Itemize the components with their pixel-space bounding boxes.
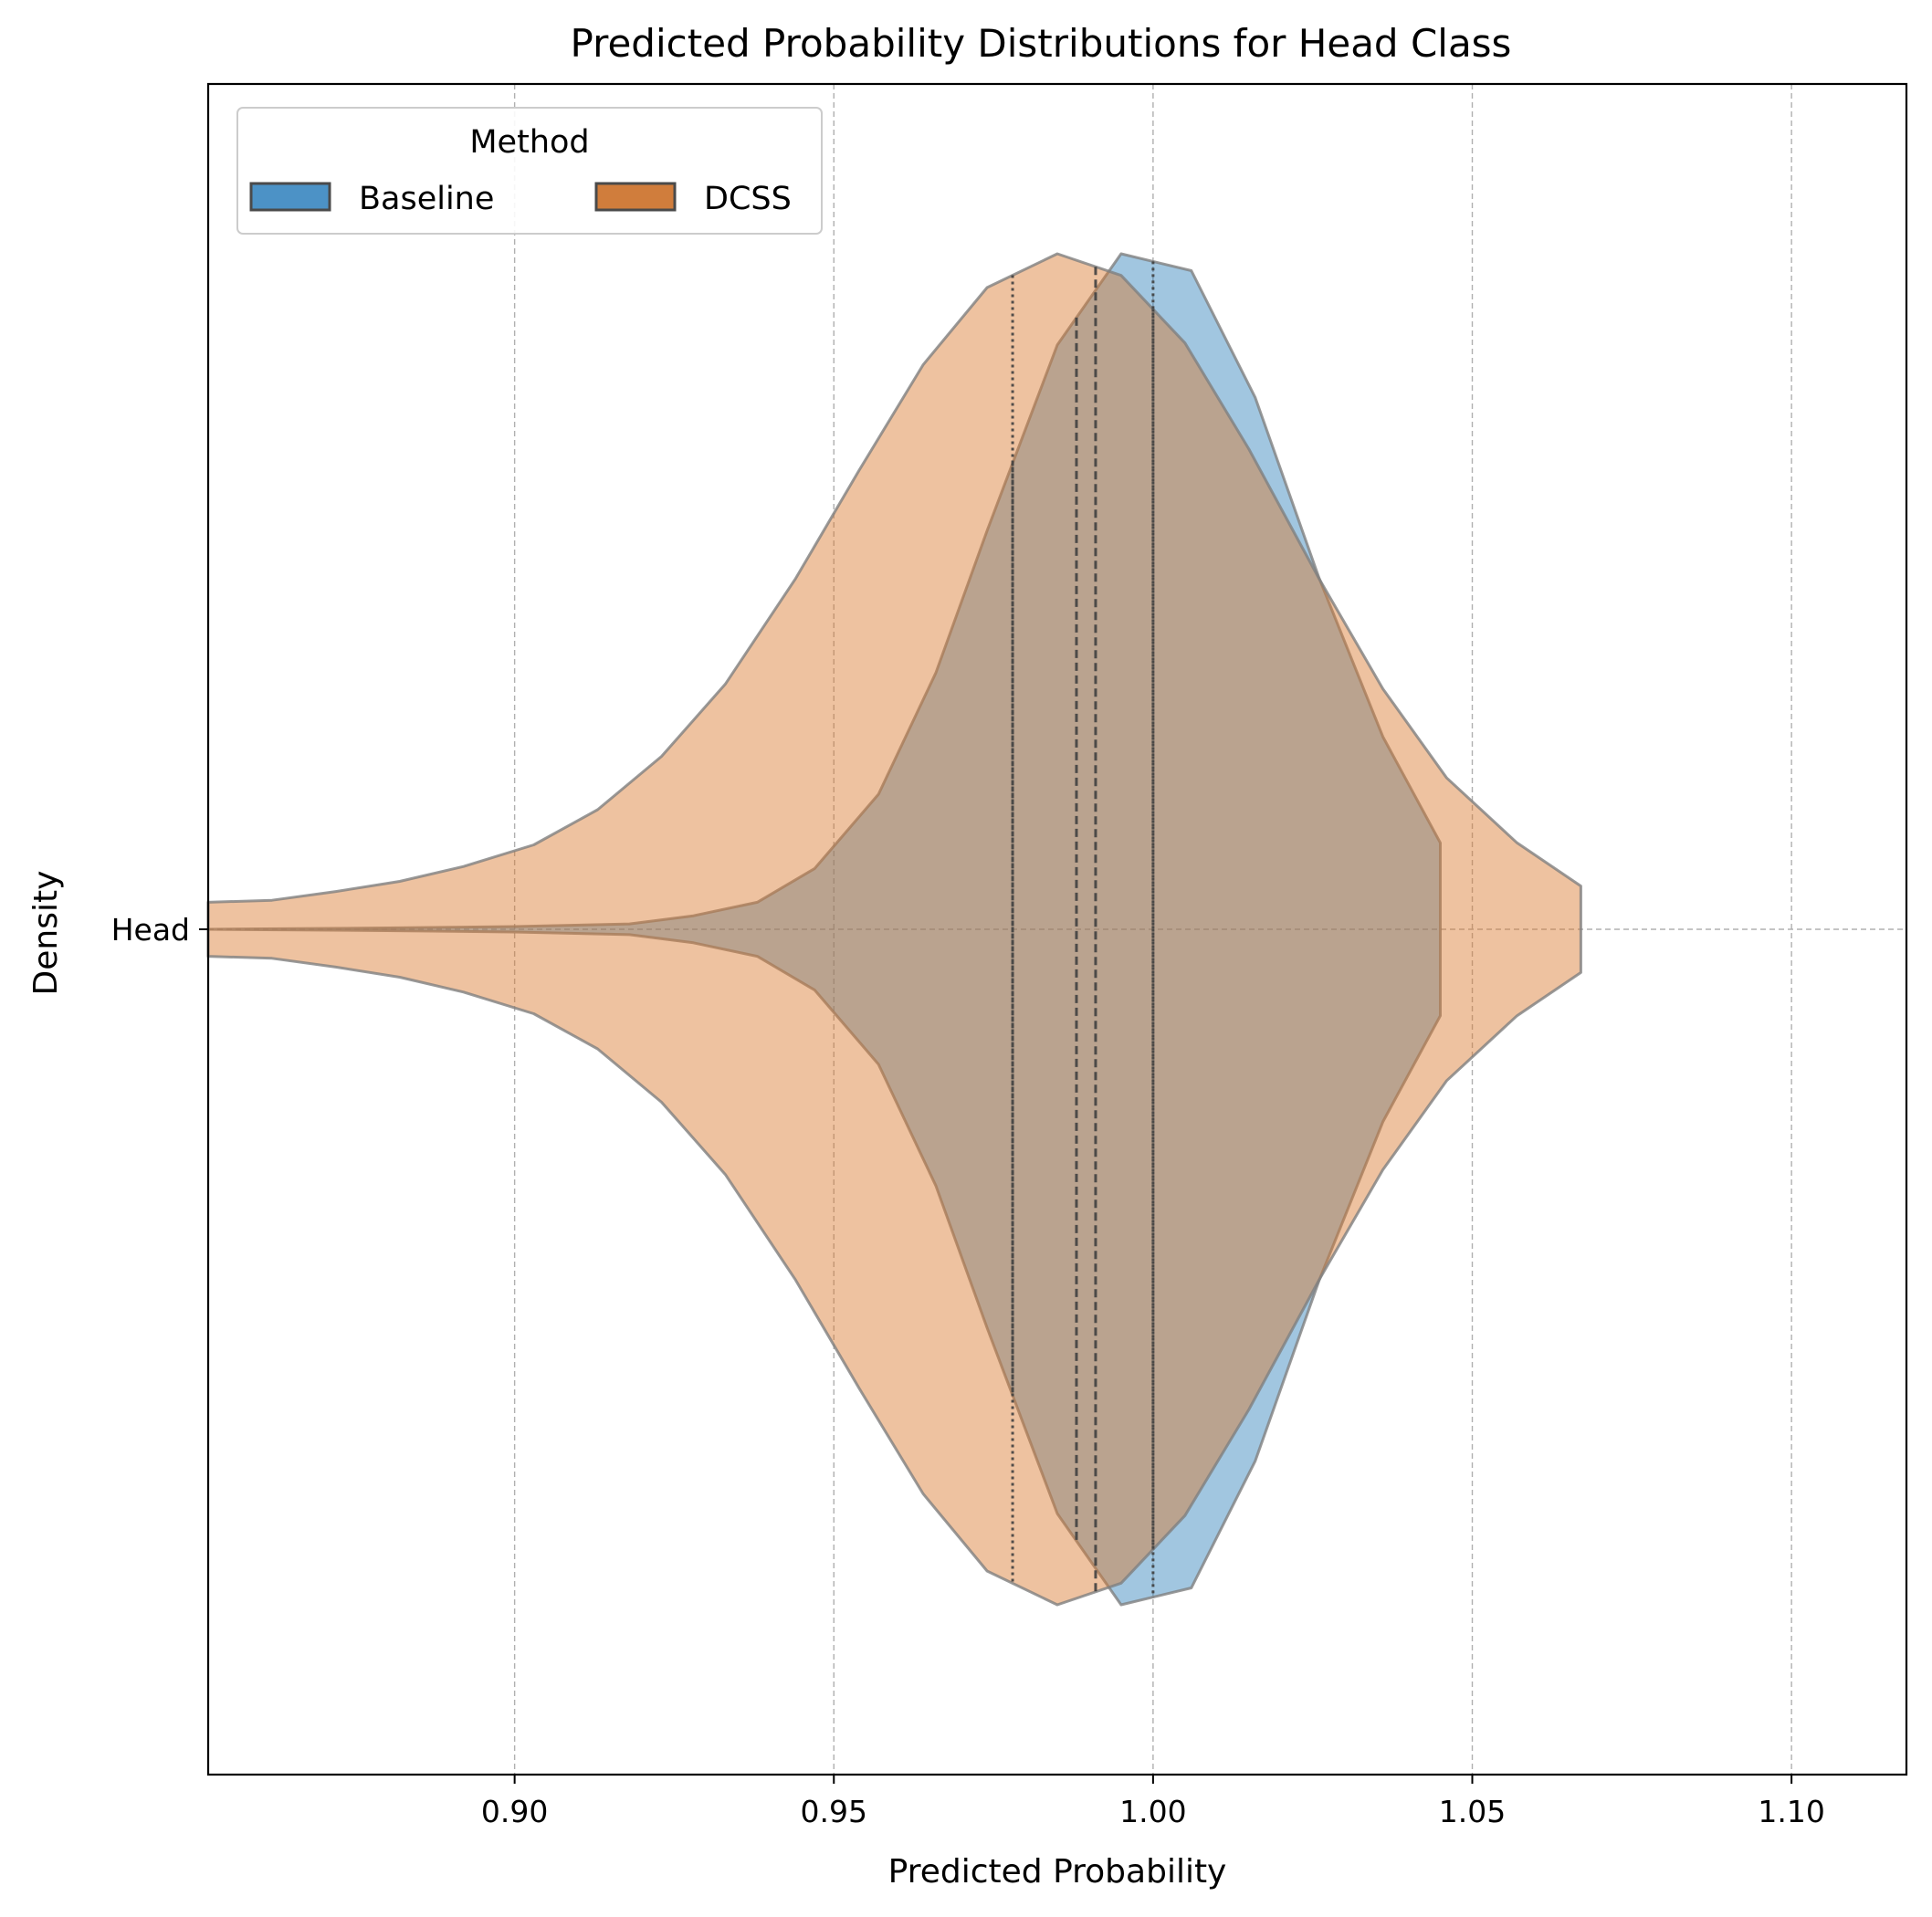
x-tick-label: 0.95 (801, 1794, 867, 1829)
violin-baseline (206, 252, 1442, 1607)
chart-title: Predicted Probability Distributions for … (571, 21, 1512, 66)
x-tick-label: 1.10 (1758, 1794, 1824, 1829)
x-tick-label: 0.90 (481, 1794, 548, 1829)
legend-title: Method (469, 124, 589, 161)
legend-swatch-baseline (249, 182, 331, 212)
violin-dcss (206, 252, 1582, 1607)
legend: Method Baseline DCSS (236, 107, 823, 235)
y-tick-label-head: Head (111, 912, 190, 948)
x-axis-label: Predicted Probability (888, 1853, 1227, 1891)
legend-swatch-dcss (594, 182, 677, 212)
violin-layer (206, 252, 1582, 1607)
legend-label-baseline: Baseline (359, 181, 494, 217)
x-tick-label: 1.00 (1119, 1794, 1186, 1829)
x-axis-ticks: 0.90 0.95 1.00 1.05 1.10 (481, 1775, 1825, 1829)
x-tick-label: 1.05 (1439, 1794, 1506, 1829)
quartile-layer (1011, 261, 1155, 1598)
legend-label-dcss: DCSS (704, 181, 792, 217)
y-axis-label: Density (27, 871, 65, 996)
